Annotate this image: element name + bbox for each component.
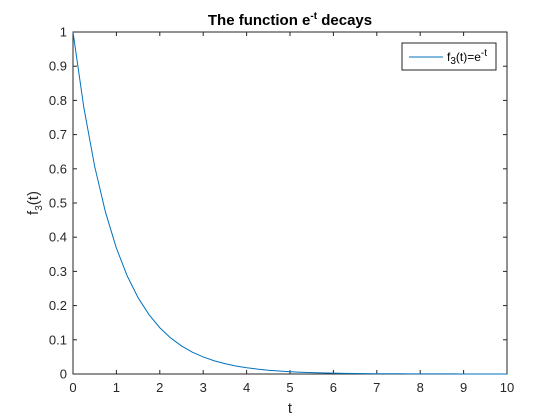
plot-area xyxy=(72,31,508,375)
y-tick-label: 0.6 xyxy=(49,161,67,176)
x-tick-label: 4 xyxy=(243,380,250,395)
y-tick-label: 0.3 xyxy=(49,264,67,279)
legend-label-base: f xyxy=(447,50,451,64)
x-tick-label: 3 xyxy=(200,380,207,395)
x-tick-label: 1 xyxy=(113,380,120,395)
x-tick-label: 6 xyxy=(330,380,337,395)
x-tick-label: 0 xyxy=(69,380,76,395)
chart-title: The function e-t decays xyxy=(208,11,372,29)
y-axis-label-subscript: 3 xyxy=(34,205,45,211)
y-tick-label: 0.1 xyxy=(49,332,67,347)
y-tick-label: 0.7 xyxy=(49,127,67,142)
x-tick-label: 8 xyxy=(417,380,424,395)
x-tick-label: 10 xyxy=(500,380,514,395)
y-tick-label: 0.4 xyxy=(49,230,67,245)
x-tick-label: 2 xyxy=(156,380,163,395)
y-axis-ticks: 0 0.1 0.2 0.3 0.4 0.5 0.6 0.7 0.8 0.9 1 xyxy=(49,25,507,382)
legend-label-superscript: -t xyxy=(481,48,487,59)
series-layer xyxy=(72,31,508,375)
y-tick-label: 0.5 xyxy=(49,196,67,211)
x-tick-label: 9 xyxy=(460,380,467,395)
x-tick-label: 7 xyxy=(373,380,380,395)
y-tick-label: 0.9 xyxy=(49,59,67,74)
legend-label: f3(t)=e-t xyxy=(447,48,487,67)
chart-title-suffix: decays xyxy=(317,12,372,29)
y-tick-label: 0 xyxy=(60,367,67,382)
y-tick-label: 0.2 xyxy=(49,298,67,313)
y-axis-label-base: f xyxy=(25,210,42,215)
y-axis-label-suffix: (t) xyxy=(25,191,42,205)
chart-title-prefix: The function e xyxy=(208,12,311,29)
y-axis-label: f3(t) xyxy=(25,191,45,215)
series-line xyxy=(72,31,508,375)
y-tick-label: 1 xyxy=(60,25,67,40)
legend: f3(t)=e-t xyxy=(401,42,497,71)
legend-label-mid: (t)=e xyxy=(456,50,481,64)
x-tick-label: 5 xyxy=(286,380,293,395)
y-tick-label: 0.8 xyxy=(49,93,67,108)
chart-title-superscript: -t xyxy=(310,11,317,22)
x-axis-label: t xyxy=(288,400,293,417)
legend-label-subscript: 3 xyxy=(450,56,456,67)
